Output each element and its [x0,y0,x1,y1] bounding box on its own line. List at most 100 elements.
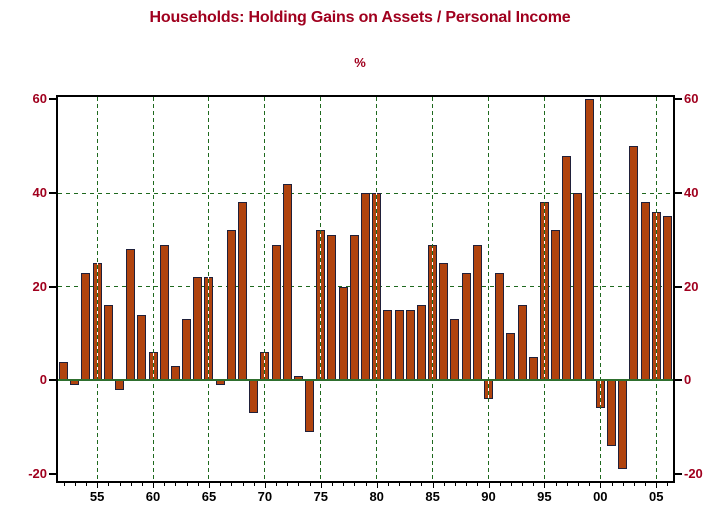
bar-1974 [305,380,315,432]
bar-1971 [271,244,281,381]
bar-1998 [573,193,583,381]
x-axis-label-1960: 60 [145,489,161,504]
v-gridline-95 [543,97,545,481]
x-minor-tick-1952 [63,483,65,486]
x-minor-tick-1953 [74,483,76,486]
bar-1964 [193,277,203,381]
x-axis-label-1965: 65 [201,489,217,504]
x-minor-tick-1996 [555,483,557,486]
bar-1972 [282,183,292,381]
x-major-tick-1985 [432,483,434,488]
v-gridline-85 [432,97,434,481]
v-gridline-05 [655,97,657,481]
v-gridline-70 [264,97,266,481]
x-minor-tick-1977 [343,483,345,486]
x-axis-label-1975: 75 [313,489,328,504]
bar-1984 [416,305,426,381]
bar-1967 [226,230,236,381]
y-axis-label-right-40: 40 [684,185,699,200]
bar-1969 [249,380,259,414]
chart-title: Households: Holding Gains on Assets / Pe… [149,9,571,26]
x-minor-tick-1978 [354,483,356,486]
x-minor-tick-1979 [365,483,367,486]
x-minor-tick-1969 [253,483,255,486]
x-minor-tick-1983 [410,483,412,486]
bar-1976 [327,235,337,381]
x-minor-tick-1956 [108,483,110,486]
bar-1957 [115,380,124,390]
x-minor-tick-1962 [175,483,177,486]
x-minor-tick-1981 [387,483,389,486]
x-minor-tick-1988 [466,483,468,486]
bar-1982 [394,310,404,381]
x-major-tick-1975 [320,483,322,488]
x-minor-tick-2003 [633,483,635,486]
x-minor-tick-1984 [421,483,423,486]
bar-1988 [461,272,471,381]
v-gridline-55 [96,97,98,481]
bar-1958 [126,249,136,381]
x-major-tick-1960 [153,483,155,488]
bar-2002 [618,380,628,470]
y-tick-right--20 [675,472,682,475]
x-axis-label-1995: 95 [537,489,552,504]
bar-2003 [629,146,639,381]
units-label: % [354,55,366,70]
bar-1952 [59,361,69,381]
x-major-tick-1955 [97,483,99,488]
bar-1996 [551,230,561,381]
y-tick-right-20 [675,285,682,288]
x-minor-tick-1987 [454,483,456,486]
x-axis-label-2005: 05 [648,489,664,504]
y-axis-label-left-20: 20 [32,278,47,294]
x-minor-tick-2002 [622,483,624,486]
plot-area [56,95,675,483]
v-gridline-90 [488,97,489,481]
bar-1954 [81,272,91,381]
bar-2006 [662,216,672,381]
x-minor-tick-1976 [331,483,333,486]
bar-1999 [584,99,594,381]
x-minor-tick-1993 [522,483,524,486]
x-axis-label-1980: 80 [369,489,384,504]
bar-1961 [159,244,169,381]
x-axis-label-1985: 85 [425,489,440,504]
v-gridline-75 [320,97,322,481]
bar-1968 [238,202,247,381]
bar-1997 [562,155,572,381]
y-tick-left-0 [49,379,56,382]
x-minor-tick-1998 [577,483,579,486]
v-gridline-00 [599,97,601,481]
bar-1991 [495,272,505,381]
zero-line [58,379,673,382]
x-minor-tick-1959 [141,483,143,486]
x-minor-tick-1972 [287,483,289,486]
bar-1983 [405,310,415,381]
x-minor-tick-1986 [443,483,445,486]
x-axis-label-1990: 90 [481,489,496,504]
bar-1987 [450,319,460,381]
x-minor-tick-1982 [399,483,401,486]
y-tick-right-40 [675,192,682,194]
x-minor-tick-1971 [276,483,278,486]
bar-1994 [528,356,538,381]
x-axis-label-1970: 70 [257,489,273,504]
bar-1989 [472,244,482,381]
y-axis-label-left--20: -20 [28,465,47,481]
y-tick-left-40 [49,192,56,194]
y-axis-label-left-40: 40 [32,185,47,200]
v-gridline-60 [152,97,154,481]
bar-1977 [338,286,348,381]
x-minor-tick-1989 [477,483,479,486]
y-axis-label-left-60: 60 [32,91,47,107]
x-axis-label-1955: 55 [89,489,105,504]
x-major-tick-1980 [376,483,378,488]
bar-1992 [506,333,516,381]
x-minor-tick-2001 [611,483,613,486]
x-minor-tick-2004 [645,483,647,486]
x-minor-tick-1963 [186,483,188,486]
y-tick-left-20 [49,285,56,288]
x-minor-tick-1954 [85,483,87,486]
x-minor-tick-1968 [242,483,244,486]
y-axis-label-right-0: 0 [684,372,692,388]
